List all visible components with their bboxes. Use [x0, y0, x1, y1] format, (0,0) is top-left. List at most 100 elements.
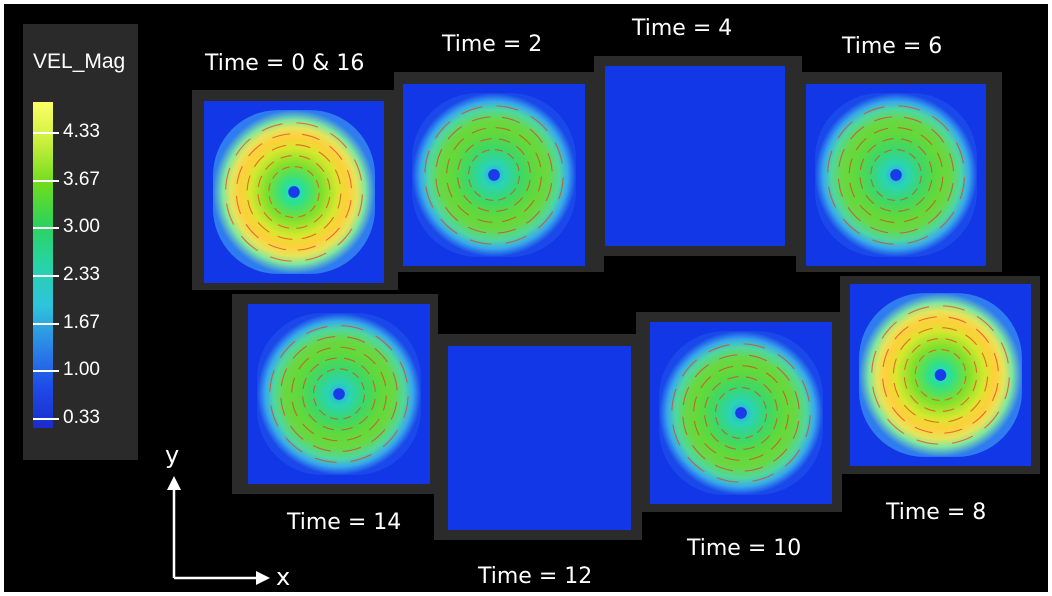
velocity-vector [392, 372, 398, 391]
velocity-vector [316, 374, 324, 381]
velocity-vector [879, 218, 895, 223]
velocity-vector [714, 403, 718, 413]
velocity-vector [371, 398, 376, 411]
velocity-vector [682, 386, 690, 405]
velocity-vector [984, 376, 989, 392]
velocity-vector [357, 194, 363, 217]
velocity-vector [280, 155, 292, 159]
velocity-vector [435, 178, 441, 198]
velocity-vector [972, 379, 977, 392]
velocity-field [403, 84, 585, 266]
velocity-vector [285, 215, 294, 219]
velocity-vector [326, 178, 331, 190]
velocity-vector [341, 426, 353, 431]
velocity-vector [248, 143, 263, 157]
velocity-vector [372, 380, 376, 392]
velocity-vector [716, 477, 739, 483]
velocity-vector [529, 128, 543, 144]
velocity-vector [440, 218, 458, 235]
velocity-vector [272, 171, 279, 179]
velocity-vector [872, 386, 881, 408]
velocity-vector [863, 106, 885, 115]
velocity-vector [463, 194, 472, 205]
velocity-vector [313, 398, 317, 407]
velocity-vector [681, 359, 698, 377]
velocity-vector [773, 417, 778, 430]
velocity-vector [993, 352, 999, 372]
velocity-vector [671, 388, 677, 411]
velocity-vector [496, 208, 508, 212]
velocity-vector [931, 398, 940, 402]
velocity-vector [928, 161, 933, 173]
velocity-vector [240, 235, 259, 252]
velocity-vector [545, 183, 553, 202]
velocity-vector [257, 221, 270, 233]
velocity-vector [362, 394, 366, 403]
velocity-vector [509, 188, 517, 196]
velocity-vector [554, 142, 563, 164]
velocity-vector [837, 121, 853, 139]
velocity-vector [225, 167, 231, 190]
velocity-vector [226, 203, 235, 225]
velocity-vector [403, 396, 409, 418]
velocity-vector [302, 377, 307, 390]
velocity-vector [984, 411, 1000, 429]
velocity-vector [350, 453, 372, 462]
velocity-vector [931, 128, 945, 144]
velocity-vector [903, 216, 919, 223]
vortex-core [333, 388, 345, 400]
velocity-vector [257, 175, 263, 188]
velocity-vector [307, 169, 314, 177]
velocity-vector [270, 405, 279, 427]
velocity-vector [382, 429, 399, 448]
velocity-vector [329, 417, 339, 420]
panel-plot-time-10 [650, 322, 832, 504]
velocity-vector [318, 151, 331, 163]
velocity-vector [945, 338, 957, 343]
velocity-vector [424, 150, 430, 173]
velocity-vector [281, 166, 290, 170]
velocity-vector [279, 340, 296, 359]
velocity-field [204, 101, 384, 283]
velocity-vector [1000, 342, 1009, 364]
caption-time-12: Time = 12 [478, 564, 593, 589]
velocity-vector [477, 207, 490, 212]
velocity-vector [916, 439, 939, 445]
velocity-vector [516, 162, 520, 171]
velocity-vector [294, 165, 303, 169]
velocity-vector [727, 376, 739, 380]
velocity-vector [277, 224, 290, 229]
velocity-vector [887, 418, 905, 435]
velocity-vector [963, 375, 967, 385]
velocity-vector [975, 328, 990, 344]
velocity-vector [516, 145, 525, 156]
velocity-vector [917, 145, 927, 156]
velocity-vector [900, 197, 909, 201]
vortex-core [288, 186, 300, 198]
velocity-vector [361, 365, 370, 375]
velocity-vector [467, 226, 486, 234]
velocity-vector [871, 350, 877, 373]
velocity-vector [325, 196, 331, 209]
velocity-vector [874, 154, 881, 162]
velocity-vector [972, 410, 987, 424]
velocity-vector [724, 445, 737, 450]
velocity-vector [693, 396, 698, 412]
velocity-vector [354, 407, 362, 414]
velocity-vector [859, 204, 872, 216]
velocity-vector [919, 175, 922, 185]
velocity-vector [873, 127, 889, 134]
vortex-core [890, 169, 902, 181]
velocity-vector [346, 169, 353, 189]
velocity-vector [505, 235, 527, 244]
velocity-vector [754, 390, 762, 398]
velocity-vector [898, 105, 920, 111]
velocity-vector [903, 404, 916, 416]
velocity-vector [295, 144, 311, 149]
velocity-vector [882, 348, 890, 367]
velocity-vector [343, 415, 352, 420]
velocity-vector [325, 227, 340, 241]
velocity-vector [457, 158, 462, 171]
velocity-vector [461, 106, 483, 115]
velocity-vector [269, 370, 275, 392]
